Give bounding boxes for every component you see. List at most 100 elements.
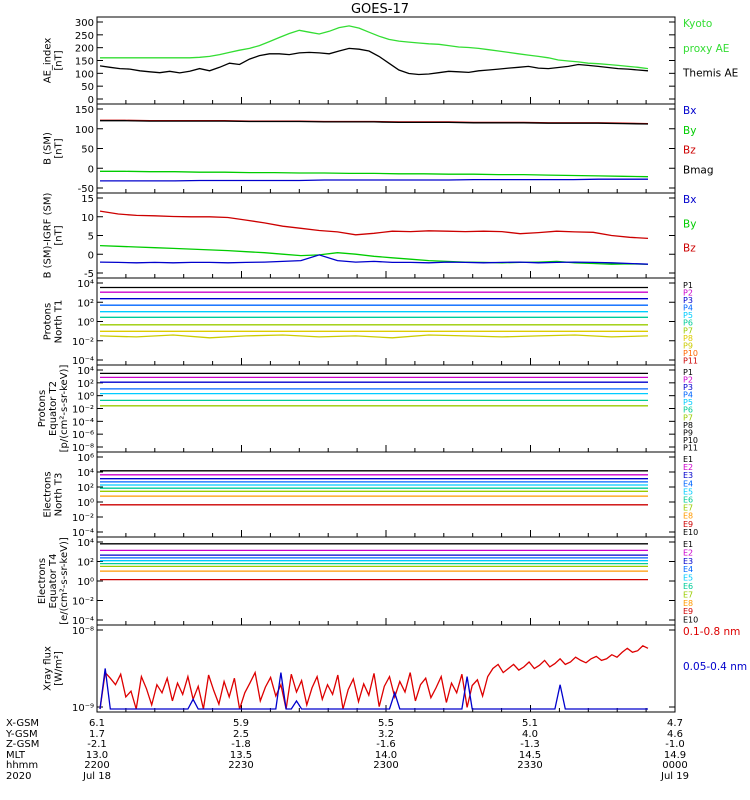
ephem-value: 3.2 (378, 729, 394, 740)
ytick-label: 100 (75, 125, 94, 136)
legend-entry: By (683, 125, 696, 137)
legend-entry: P11 (683, 356, 698, 365)
ylabel-line: [nT] (54, 225, 65, 245)
legend-entry: P5 (683, 311, 693, 320)
series-kyoto-proxy-ae (100, 25, 649, 70)
series-bmag (100, 120, 649, 125)
ylabel: B (SM)-IGRF (SM) [nT] (43, 193, 65, 279)
ephem-value: 4.6 (667, 729, 683, 740)
ephem-value: 6.1 (89, 718, 105, 729)
ylabel: Xray flux [W/m²] (43, 646, 65, 691)
ephem-value: 2330 (517, 760, 542, 771)
legend-entry: P11 (683, 443, 698, 452)
ephem-value: 4.0 (522, 729, 538, 740)
series-bz (99, 210, 649, 240)
ephem-value: 4.7 (667, 718, 683, 729)
ephem-value: 5.1 (522, 718, 538, 729)
legend-entry: E8 (683, 512, 693, 521)
ytick-label: 10² (77, 298, 94, 309)
legend-entry: By (683, 218, 696, 230)
legend-entry: P5 (683, 398, 693, 407)
ephem-value: 13.0 (86, 750, 108, 761)
ytick-label: 10⁴ (77, 279, 94, 290)
legend-entry: Bmag (683, 164, 714, 176)
legend-entry: E4 (683, 565, 693, 574)
legend-entry: E10 (683, 528, 698, 537)
ylabel-line: North T1 (54, 300, 65, 344)
ylabel-line: Protons (37, 390, 48, 427)
ephem-value: Jul 19 (660, 771, 689, 782)
ephem-value: 1.7 (89, 729, 105, 740)
legend-entry: E9 (683, 520, 693, 529)
legend-entry: P3 (683, 383, 693, 392)
ytick-label: 10² (77, 379, 94, 390)
ytick-label: 10⁻² (72, 513, 94, 524)
series-themis-ae (99, 47, 649, 76)
legend-entry: E7 (683, 504, 693, 513)
legend-entry: Themis AE (682, 68, 738, 80)
legend: Bx By Bz Bmag (683, 105, 714, 176)
ytick-label: 10⁰ (77, 498, 94, 509)
ylabel-line: [p/(cm²-s-sr-keV)] (59, 365, 70, 453)
ephem-value: 14.5 (519, 750, 541, 761)
legend-entry: E2 (683, 463, 693, 472)
ytick-label: 10² (77, 483, 94, 494)
legend-entry: E6 (683, 582, 693, 591)
ephem-value: 14.9 (664, 750, 686, 761)
ytick-label: 5 (88, 232, 94, 243)
ylabel-line: Electrons (37, 558, 48, 604)
legend-entry: E5 (683, 487, 693, 496)
legend-entry: P3 (683, 296, 693, 305)
legend-entry: proxy AE (683, 43, 729, 55)
ytick-label: 100 (75, 69, 94, 80)
ytick-label: 10⁻² (72, 405, 94, 416)
legend: 0.1-0.8 nm 0.05-0.4 nm (683, 626, 747, 673)
ytick-label: 150 (75, 105, 94, 116)
ephem-row-label: X-GSM (6, 718, 39, 729)
legend-entry: P9 (683, 428, 693, 437)
legend-entry: Kyoto (683, 18, 712, 30)
legend-entry: P1 (683, 281, 693, 290)
legend-entry: P10 (683, 349, 698, 358)
panel-pn: 10⁴ 10² 10⁰ 10⁻² 10⁻⁴ Protons North T1 P1P2P3P4… (43, 277, 698, 367)
legend-entry: P2 (683, 289, 693, 298)
ylabel-line: Protons (43, 303, 54, 340)
legend: Kyoto proxy AE Themis AE (682, 18, 738, 80)
series-0-05-0-4-nm (99, 668, 648, 710)
ytick-label: 10⁻² (72, 597, 94, 608)
legend-entry: P8 (683, 334, 693, 343)
legend-entry: E8 (683, 599, 693, 608)
ephem-value: -2.1 (87, 739, 107, 750)
legend-entry: E4 (683, 479, 693, 488)
legend-entry: P1 (683, 368, 693, 377)
ytick-label: 10⁻⁸ (72, 626, 94, 637)
series-bx (100, 178, 648, 182)
ytick-label: 10⁰ (77, 392, 94, 403)
legend-entry: P4 (683, 391, 693, 400)
legend-entry: E5 (683, 574, 693, 583)
ylabel-line: [nT] (54, 138, 65, 158)
legend-entry: E2 (683, 548, 693, 557)
ytick-label: 0 (88, 164, 94, 175)
ytick-label: 50 (81, 145, 94, 156)
ylabel: Electrons North T3 (43, 471, 65, 517)
series-p9 (99, 334, 649, 339)
panel-bsm: 150 100 50 0 -50 B (SM) [nT] Bx By Bz Bmag (43, 103, 714, 195)
ytick-label: 10⁰ (77, 577, 94, 588)
series-bx (99, 254, 649, 265)
ylabel-line: Electrons (43, 471, 54, 517)
legend-entry: Bx (683, 105, 696, 117)
plot-title: GOES-17 (351, 2, 409, 17)
legend-entry: P4 (683, 304, 693, 313)
ytick-label: 0 (88, 250, 94, 261)
ytick-label: 10⁻⁴ (72, 356, 94, 367)
ephem-value: 5.9 (233, 718, 249, 729)
ylabel-line: [W/m²] (54, 651, 65, 686)
legend-entry: Bx (683, 194, 696, 206)
ylabel: Protons North T1 (43, 300, 65, 344)
ytick-label: 10² (77, 558, 94, 569)
ytick-label: -5 (84, 269, 94, 280)
